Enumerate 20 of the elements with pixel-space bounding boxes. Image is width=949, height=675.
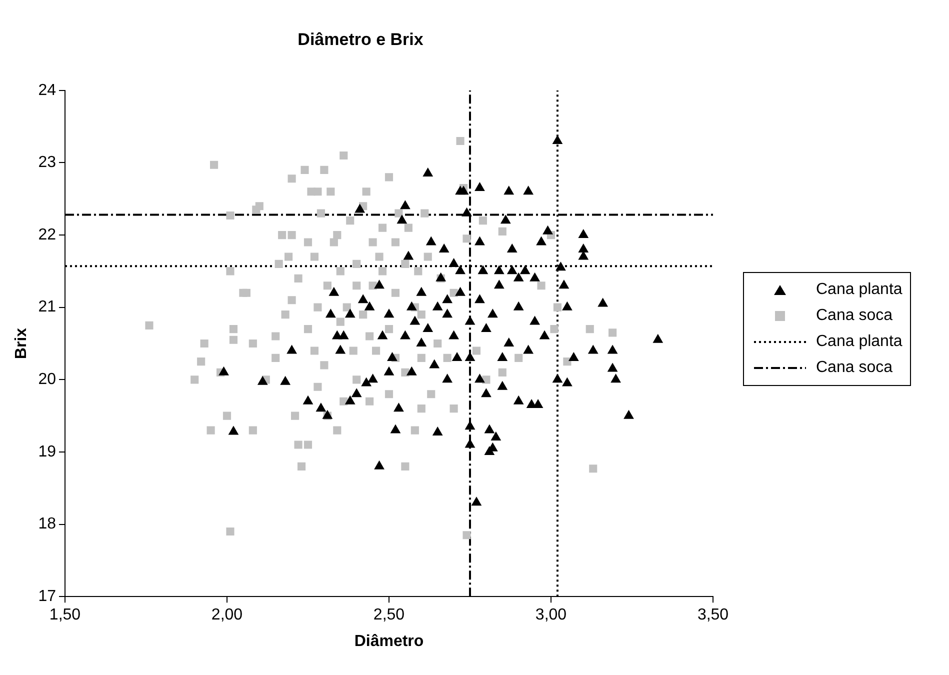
y-tick-label: 18 <box>38 516 56 533</box>
y-tick-label: 24 <box>38 82 56 99</box>
x-tick-label: 3,00 <box>535 606 567 624</box>
x-tick-label: 1,50 <box>49 606 81 624</box>
legend-label: Cana planta <box>816 281 902 299</box>
y-tick-label: 17 <box>38 588 56 606</box>
y-axis-title: Brix <box>13 328 30 360</box>
x-axis-title: Diâmetro <box>354 632 424 650</box>
legend-label: Cana soca <box>816 359 892 377</box>
y-tick-label: 20 <box>38 371 56 388</box>
x-tick-label: 2,50 <box>373 606 405 624</box>
chart-title: Diâmetro e Brix <box>298 30 424 49</box>
legend-label: Cana soca <box>816 307 892 325</box>
x-tick-label: 3,50 <box>697 606 729 624</box>
y-tick-label: 21 <box>38 298 56 316</box>
y-tick-label: 23 <box>38 154 56 172</box>
y-tick-label: 19 <box>38 443 56 460</box>
y-tick-label: 22 <box>38 226 56 244</box>
legend-label: Cana planta <box>816 333 902 351</box>
x-tick-label: 2,00 <box>211 606 243 624</box>
